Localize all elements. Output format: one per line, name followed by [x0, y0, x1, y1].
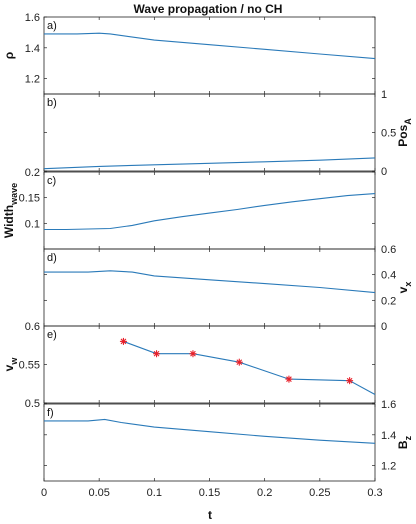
y-tick-label: 0.5: [25, 398, 40, 410]
series-line: [123, 340, 376, 395]
y-axis-label: Bz: [396, 435, 413, 449]
marker-stroke: [346, 377, 353, 384]
marker-stroke: [120, 338, 127, 345]
x-tick-label: 0.25: [309, 487, 330, 499]
y-tick-label: 0.15: [19, 193, 40, 205]
y-tick-label: 0.2: [25, 167, 40, 179]
x-axis: 0 0.05 0.1 0.15 0.2 0.25 0.3: [41, 487, 383, 499]
y-tick-label: 0: [381, 166, 387, 178]
x-tick-label: 0.15: [199, 487, 220, 499]
y-tick-label: 1.2: [381, 461, 396, 473]
series-line: [44, 32, 376, 60]
x-tick-label: 0.05: [88, 487, 109, 499]
panel-label: e): [47, 329, 57, 341]
panel-frame: [43, 16, 376, 95]
data-point-marker: [189, 350, 197, 358]
panel-2: 0 0.5 1 b) PosA: [43, 89, 413, 178]
y-tick-label: 1.6: [381, 399, 396, 411]
data-point-marker: [119, 337, 127, 345]
panel-label: c): [47, 175, 56, 187]
panel-frame: [43, 171, 376, 250]
panel-label: d): [47, 252, 57, 264]
x-tick-label: 0: [41, 487, 47, 499]
panel-label: b): [47, 97, 57, 109]
series-line: [43, 157, 376, 170]
marker-stroke: [236, 359, 243, 366]
y-tick-label: 1.6: [25, 12, 40, 24]
series-line: [44, 193, 376, 231]
x-tick-label: 0.1: [147, 487, 162, 499]
y-tick-label: 0.4: [381, 270, 396, 282]
panel-label: a): [47, 20, 57, 32]
panel-4: 0 0.2 0.4 0.6 d) vx: [43, 244, 413, 333]
y-tick-label: 1.4: [25, 43, 40, 55]
data-point-marker: [235, 358, 243, 366]
y-tick-label: 0: [381, 321, 387, 333]
y-tick-label: 1: [381, 89, 387, 101]
data-point-marker: [285, 375, 293, 383]
y-tick-label: 0.1: [25, 218, 40, 230]
y-tick-label: 1.2: [25, 74, 40, 86]
panel-label: f): [47, 407, 54, 419]
chart-title: Wave propagation / no CH: [134, 2, 283, 16]
y-tick-label: 0.5: [381, 128, 396, 140]
y-axis-label: vx: [396, 282, 413, 294]
y-tick-label: 0.6: [381, 244, 396, 256]
x-axis-label: t: [208, 508, 212, 522]
marker-stroke: [153, 350, 160, 357]
panel-1: 1.2 1.4 1.6 a) ρ: [2, 12, 376, 95]
y-tick-label: 0.2: [381, 295, 396, 307]
y-tick-label: 1.4: [381, 430, 396, 442]
y-axis-label: Widthwave: [2, 183, 19, 238]
x-tick-label: 0.2: [257, 487, 272, 499]
y-tick-label: 0.6: [25, 321, 40, 333]
panel-3: 0.1 0.15 0.2 c) Widthwave: [2, 167, 376, 250]
marker-stroke: [190, 350, 196, 357]
panel-frame: [43, 403, 376, 482]
panels: 1.2 1.4 1.6 a) ρ 0 0.5 1 b) PosA 0.1 0.15 0.2 c) Width…: [2, 12, 413, 482]
marker-stroke: [286, 376, 292, 382]
y-tick-label: 0.55: [19, 360, 40, 372]
panel-5: 0.5 0.55 0.6 e) vw: [2, 321, 376, 410]
data-point-marker: [346, 377, 354, 385]
y-axis-label: PosA: [396, 118, 413, 147]
y-axis-label: vw: [2, 357, 19, 372]
y-axis-label: ρ: [2, 52, 16, 59]
series-line: [44, 270, 376, 294]
panel-frame: [43, 325, 376, 404]
x-tick-label: 0.3: [367, 487, 382, 499]
data-point-marker: [153, 350, 161, 358]
series-line: [44, 418, 376, 444]
panel-6: 1.2 1.4 1.6 f) Bz: [43, 399, 413, 482]
